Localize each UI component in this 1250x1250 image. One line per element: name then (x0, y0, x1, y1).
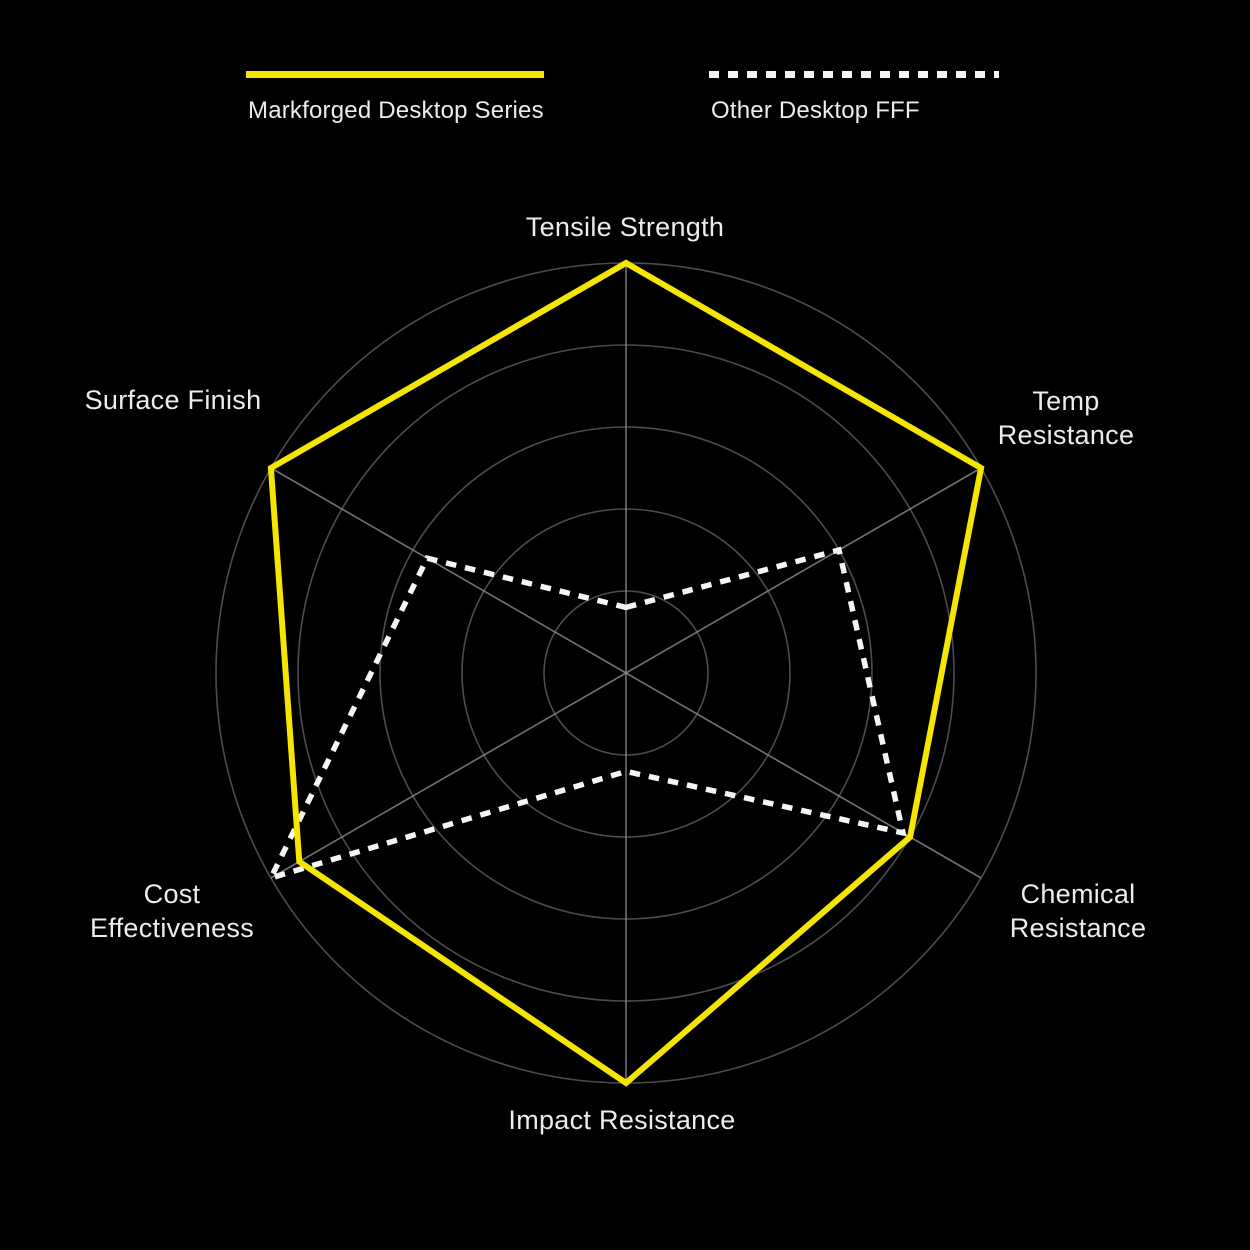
axis-spoke-1 (625, 467, 982, 674)
axis-spoke-4 (270, 672, 627, 879)
axis-label-surface-finish: Surface Finish (84, 385, 262, 415)
legend-label-markforged: Markforged Desktop Series (248, 97, 544, 124)
axis-spoke-2 (625, 672, 982, 879)
legend-label-other-fff: Other Desktop FFF (711, 97, 920, 124)
series-polygon-other-desktop-fff (265, 546, 907, 883)
legend-dashed-line-swatch (709, 71, 999, 78)
axis-label-chemical-resistance: Chemical Resistance (1009, 879, 1147, 943)
series-polygon-markforged-desktop-series (267, 259, 985, 1087)
axis-label-temp-resistance: Temp Resistance (997, 386, 1135, 450)
axis-spoke-5 (270, 467, 627, 674)
axis-label-tensile-strength: Tensile Strength (525, 212, 725, 242)
axis-label-cost-effectiveness: Cost Effectiveness (90, 879, 254, 943)
legend-solid-line-swatch (246, 71, 544, 78)
axis-label-impact-resistance: Impact Resistance (508, 1105, 736, 1135)
